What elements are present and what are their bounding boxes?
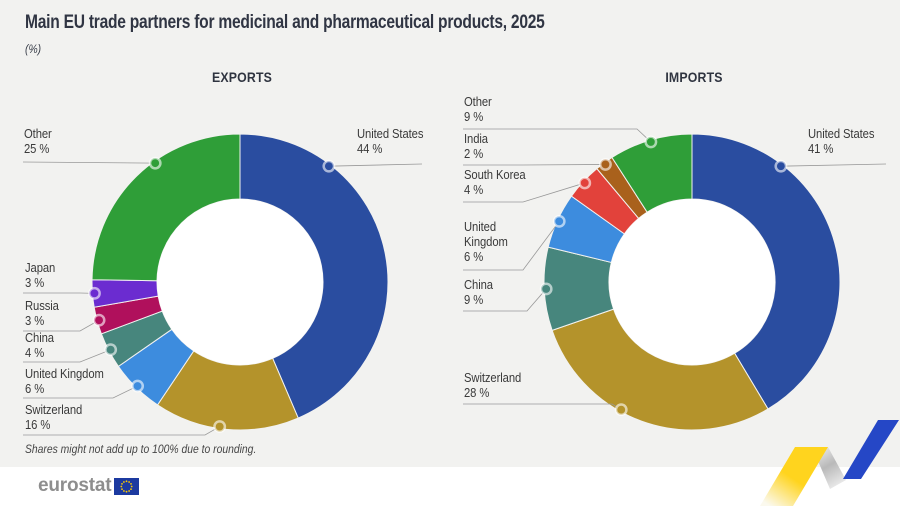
slice-label-imports-other: Other 9 % — [464, 95, 492, 125]
slice-label-exports-russia: Russia 3 % — [25, 299, 59, 329]
country-label: China — [464, 278, 493, 292]
leader-line-united-kingdom — [463, 221, 560, 271]
leader-dot-india — [598, 157, 612, 171]
slice-label-exports-united-kingdom: United Kingdom 6 % — [25, 367, 104, 397]
slice-label-exports-switzerland: Switzerland 16 % — [25, 403, 82, 433]
leader-line-united-kingdom — [23, 385, 138, 399]
footnote: Shares might not add up to 100% due to r… — [25, 444, 257, 456]
percent-value: 44 % — [357, 142, 383, 156]
eu-flag-star — [120, 485, 123, 487]
eu-flag-icon — [114, 477, 140, 495]
percent-value: 41 % — [808, 142, 834, 156]
slice-label-exports-china: China 4 % — [25, 331, 54, 361]
country-label: United States — [357, 127, 424, 141]
slice-label-imports-india: India 2 % — [464, 132, 488, 162]
slice-label-imports-united-kingdom: United Kingdom 6 % — [464, 220, 508, 265]
eu-flag-star — [121, 482, 124, 485]
country-label: Japan — [25, 261, 56, 275]
leader-line-china — [463, 288, 547, 312]
slice-label-imports-switzerland: Switzerland 28 % — [464, 371, 521, 401]
eu-flag-star — [130, 482, 133, 485]
subtitle: (%) — [25, 44, 42, 56]
leader-line-united-states — [780, 163, 887, 167]
country-label: China — [25, 331, 54, 345]
percent-value: 3 % — [25, 276, 45, 290]
decorative-ribbon — [760, 420, 899, 506]
slice-label-imports-united-states: United States 41 % — [808, 127, 874, 157]
leader-line-other — [463, 128, 652, 143]
ribbon-blue-band — [843, 420, 899, 479]
leader-dot-united-kingdom — [552, 214, 566, 228]
eu-flag-star — [123, 480, 126, 483]
leader-dot-china — [104, 343, 118, 357]
percent-value: 9 % — [464, 293, 484, 307]
leader-dot-other — [644, 135, 658, 149]
bottom-band — [0, 467, 900, 506]
leader-dot-united-states — [322, 159, 336, 173]
eurostat-logo-text: eurostat — [38, 475, 112, 496]
chart-title-exports: EXPORTS — [211, 69, 273, 85]
country-label: United Kingdom — [464, 220, 508, 249]
leader-dot-china — [539, 282, 553, 296]
eu-flag-star — [121, 487, 124, 490]
donut-hole-exports — [157, 199, 323, 365]
leader-dot-other — [148, 156, 162, 170]
slice-label-imports-south-korea: South Korea 4 % — [464, 168, 526, 198]
eu-flag-star — [125, 479, 128, 482]
percent-value: 25 % — [24, 142, 50, 156]
page-title: Main EU trade partners for medicinal and… — [25, 12, 545, 33]
eu-flag-star — [125, 490, 128, 493]
leader-line-south-korea — [463, 182, 585, 203]
country-label: United States — [808, 127, 875, 141]
leader-line-russia — [23, 319, 100, 332]
eu-flag-star — [131, 485, 133, 487]
eu-flag-star — [128, 489, 131, 492]
percent-value: 28 % — [464, 386, 490, 400]
country-label: Russia — [25, 299, 59, 313]
slice-label-exports-other: Other 25 % — [24, 127, 52, 157]
percent-value: 16 % — [25, 418, 51, 432]
percent-value: 6 % — [464, 250, 484, 264]
leader-dot-south-korea — [578, 176, 592, 190]
leader-dot-united-kingdom — [131, 379, 145, 393]
percent-value: 4 % — [25, 346, 45, 360]
slice-label-exports-united-states: United States 44 % — [357, 127, 423, 157]
leader-line-united-states — [328, 163, 423, 167]
country-label: United Kingdom — [25, 367, 104, 381]
eurostat-logo: eurostat — [38, 475, 140, 497]
leader-dot-japan — [87, 286, 101, 300]
slice-label-imports-china: China 9 % — [464, 278, 493, 308]
eu-flag-star — [130, 487, 133, 490]
country-label: Switzerland — [25, 403, 83, 417]
chart-title-imports: IMPORTS — [665, 69, 723, 85]
leader-line-switzerland — [463, 403, 622, 411]
country-label: India — [464, 132, 488, 146]
slice-label-exports-japan: Japan 3 % — [25, 261, 55, 291]
leader-dot-switzerland — [614, 403, 628, 417]
country-label: South Korea — [464, 168, 526, 182]
eu-flag-star — [123, 489, 126, 492]
country-label: Switzerland — [464, 371, 522, 385]
percent-value: 6 % — [25, 382, 45, 396]
leader-dot-russia — [92, 313, 106, 327]
ribbon-yellow-band — [760, 447, 828, 506]
country-label: Other — [24, 127, 52, 141]
percent-value: 9 % — [464, 110, 484, 124]
leader-line-china — [23, 349, 111, 363]
leader-line-other — [22, 161, 156, 164]
donut-hole-imports — [609, 199, 775, 365]
percent-value: 3 % — [25, 314, 45, 328]
eu-flag-star — [128, 480, 131, 483]
leader-line-india — [463, 164, 606, 166]
leader-dot-united-states — [774, 159, 788, 173]
country-label: Other — [464, 95, 492, 109]
percent-value: 4 % — [464, 183, 484, 197]
leader-dot-switzerland — [213, 420, 227, 434]
percent-value: 2 % — [464, 147, 484, 161]
